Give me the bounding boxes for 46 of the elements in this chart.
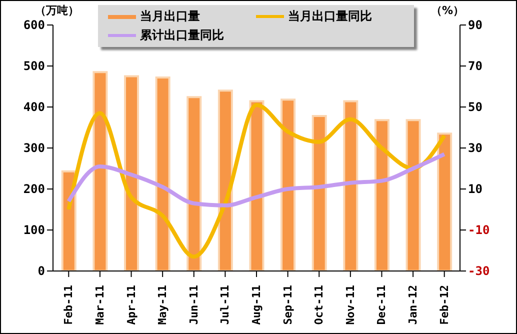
- bar: [343, 100, 358, 271]
- x-tick-label: Jan-12: [406, 285, 420, 325]
- y2-tick-label: 90: [468, 18, 482, 32]
- bar: [312, 115, 327, 271]
- y-tick-label: 300: [23, 141, 45, 155]
- x-tick-label: Feb-11: [62, 284, 76, 325]
- x-tick-label: Aug-11: [250, 284, 263, 325]
- x-tick-label: Nov-11: [344, 284, 357, 325]
- y2-tick-label: -30: [468, 264, 490, 278]
- y-tick-label: 200: [23, 182, 45, 196]
- y2-tick-label: 50: [468, 100, 482, 114]
- x-tick-label: Oct-11: [312, 284, 326, 325]
- bar: [437, 132, 452, 271]
- bar: [406, 119, 421, 271]
- bar: [218, 90, 233, 271]
- legend-label: 累计出口量同比: [140, 27, 224, 44]
- bar: [124, 75, 140, 271]
- x-tick-label: Jun-11: [187, 284, 200, 325]
- x-tick-label: Jul-11: [218, 284, 232, 325]
- y-tick-label: 400: [23, 100, 45, 114]
- x-tick-label: Dec-11: [375, 284, 388, 325]
- legend-label: 当月出口量: [140, 8, 200, 25]
- bar: [249, 100, 264, 271]
- x-tick-label: Feb-12: [438, 285, 451, 325]
- bar: [280, 98, 296, 271]
- bar: [374, 119, 390, 271]
- y2-tick-label: 70: [468, 59, 482, 73]
- x-tick-label: Sep-11: [281, 284, 294, 325]
- y2-tick-label: 30: [468, 141, 482, 155]
- y-tick-label: 100: [23, 223, 45, 237]
- y2-axis-title: （%）: [431, 3, 464, 18]
- line-series: [66, 102, 446, 259]
- y-tick-label: 0: [38, 264, 45, 278]
- x-tick-label: May-11: [156, 284, 170, 325]
- bar: [155, 76, 170, 271]
- legend-label: 当月出口量同比: [288, 8, 372, 25]
- y2-tick-label: -10: [468, 223, 490, 237]
- bar: [186, 96, 202, 271]
- x-tick-label: Mar-11: [93, 284, 106, 325]
- y-tick-label: 600: [23, 18, 45, 32]
- y-tick-label: 500: [23, 59, 45, 73]
- y2-tick-label: 10: [468, 182, 482, 196]
- line-series: [66, 152, 446, 208]
- x-tick-label: Apr-11: [124, 284, 138, 325]
- y-axis-title: （万吨）: [35, 3, 79, 18]
- bar: [92, 71, 108, 271]
